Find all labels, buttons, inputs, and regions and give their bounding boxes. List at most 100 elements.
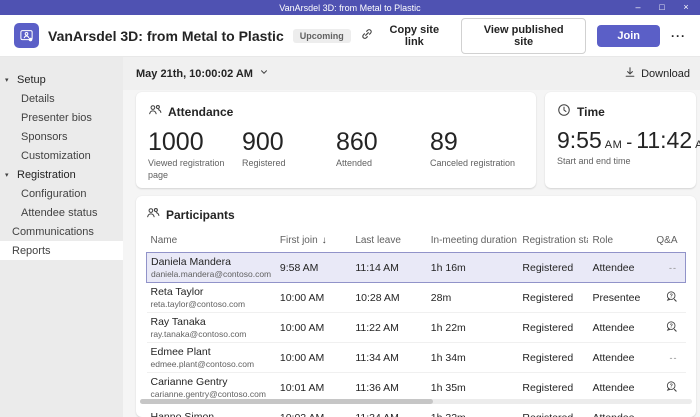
sidebar-nav: ▾ Setup Details Presenter bios Sponsors Custo… (0, 57, 123, 417)
copy-site-link-label: Copy site link (389, 23, 440, 48)
column-header-last-leave[interactable]: Last leave (351, 228, 426, 253)
sidebar-item-setup[interactable]: ▾ Setup (0, 70, 123, 89)
cell-registration-status: Registered (518, 282, 589, 313)
event-header: VanArsdel 3D: from Metal to Plastic Upco… (0, 15, 700, 57)
sidebar-item-label: Registration (17, 168, 76, 181)
window-controls: – □ × (626, 0, 698, 15)
participant-email: reta.taylor@contoso.com (150, 298, 246, 309)
more-options-button[interactable]: ··· (671, 28, 686, 43)
end-meridiem: AM (695, 139, 700, 151)
cell-duration: 28m (426, 282, 519, 313)
sidebar-item-label: Configuration (21, 187, 87, 200)
attendance-card: Attendance 1000 Viewed registration page 9… (136, 92, 536, 188)
stat-label: Canceled registration (430, 158, 516, 169)
time-caption: Start and end time (557, 156, 631, 166)
participant-email: edmee.plant@contoso.com (150, 358, 255, 369)
attendance-stat-canceled-registration: 89 Canceled registration (430, 129, 524, 182)
download-button[interactable]: Download (624, 66, 690, 81)
qna-empty: -- (669, 262, 677, 273)
table-row[interactable]: Edmee Plant edmee.plant@contoso.com 10:00 … (146, 342, 686, 373)
view-published-site-button[interactable]: View published site (460, 17, 587, 54)
sidebar-item-details[interactable]: Details (0, 89, 123, 108)
start-meridiem: AM (604, 139, 623, 151)
participant-name: Edmee Plant (150, 345, 211, 358)
stat-value: 89 (430, 128, 458, 156)
minimize-button[interactable]: – (635, 2, 641, 12)
participants-table-body: Daniela Mandera daniela.mandera@contoso.c… (145, 252, 686, 417)
cell-role: Attendee (588, 342, 648, 373)
sidebar-item-customization[interactable]: Customization (0, 146, 123, 165)
cell-last-leave: 11:22 AM (351, 312, 427, 343)
join-button[interactable]: Join (597, 24, 660, 47)
column-header-in-meeting-duration[interactable]: In-meeting duration (427, 228, 519, 253)
time-separator: - (626, 132, 633, 152)
cell-name: Hanno Simon (146, 402, 276, 417)
participant-name: Ray Tanaka (150, 315, 206, 328)
cell-qna: ? (647, 312, 686, 343)
qna-icon[interactable]: ? (665, 380, 678, 393)
column-header-q-a[interactable]: Q&A (648, 228, 686, 253)
sidebar-item-label: Attendee status (21, 206, 98, 219)
cell-role: Presentee (588, 282, 648, 313)
maximize-button[interactable]: □ (659, 2, 665, 12)
stat-value: 860 (336, 128, 378, 156)
horizontal-scrollbar-thumb[interactable] (140, 399, 433, 404)
cell-last-leave: 11:14 AM (351, 252, 427, 283)
copy-site-link-button[interactable]: Copy site link (360, 24, 450, 48)
window-titlebar: VanArsdel 3D: from Metal to Plastic – □ … (0, 0, 700, 15)
table-row[interactable]: Reta Taylor reta.taylor@contoso.com 10:00 … (146, 282, 686, 313)
cell-last-leave: 11:34 AM (351, 402, 427, 417)
sidebar-item-attendee-status[interactable]: Attendee status (0, 203, 123, 222)
cell-duration: 1h 16m (426, 252, 519, 283)
cell-first-join: 10:00 AM (275, 282, 352, 313)
cell-role: Attendee (588, 402, 648, 417)
cell-duration: 1h 34m (426, 342, 519, 373)
stat-label: Attended (336, 158, 373, 169)
event-title: VanArsdel 3D: from Metal to Plastic (48, 27, 284, 44)
sidebar-item-presenter-bios[interactable]: Presenter bios (0, 108, 123, 127)
participant-email: carianne.gentry@contoso.com (150, 388, 266, 399)
column-header-first-join[interactable]: First join ↓ (276, 228, 351, 253)
sidebar-item-configuration[interactable]: Configuration (0, 184, 123, 203)
qna-empty: -- (670, 413, 678, 417)
participants-card-title: Participants (166, 207, 235, 222)
participant-name: Daniela Mandera (151, 255, 231, 268)
sort-descending-icon: ↓ (321, 235, 327, 246)
cell-first-join: 10:00 AM (275, 342, 352, 373)
cell-first-join: 9:58 AM (275, 252, 352, 283)
qna-icon[interactable]: ? (665, 290, 678, 303)
clock-icon (557, 103, 571, 120)
start-time: 9:55 (557, 127, 602, 153)
column-label: Registration status (522, 235, 588, 246)
close-button[interactable]: × (683, 2, 689, 12)
svg-text:?: ? (669, 383, 672, 389)
column-label: In-meeting duration (430, 235, 517, 246)
svg-text:?: ? (669, 323, 672, 329)
column-header-registration-status[interactable]: Registration status (518, 228, 588, 253)
sidebar-item-registration[interactable]: ▾ Registration (0, 165, 123, 184)
sidebar-item-communications[interactable]: Communications (0, 222, 123, 241)
cell-qna: -- (647, 342, 686, 373)
column-header-name[interactable]: Name (147, 228, 276, 253)
horizontal-scrollbar-track[interactable] (140, 399, 692, 404)
report-content: Attendance 1000 Viewed registration page 9… (123, 90, 700, 417)
main-area: May 21th, 10:00:02 AM Download (123, 57, 700, 417)
participant-email: daniela.mandera@contoso.com (151, 268, 272, 279)
table-row[interactable]: Carianne Gentry carianne.gentry@contoso.c… (146, 372, 686, 403)
table-row[interactable]: Ray Tanaka ray.tanaka@contoso.com 10:00 AM… (146, 312, 686, 343)
sidebar-item-reports[interactable]: Reports (0, 241, 123, 260)
cell-first-join: 10:02 AM (275, 402, 352, 417)
participants-header-row: Name First join ↓ Last leave In-meeting dura… (147, 228, 686, 253)
sidebar-item-sponsors[interactable]: Sponsors (0, 127, 123, 146)
webinar-logo-icon (14, 23, 39, 48)
qna-icon[interactable]: ? (665, 320, 678, 333)
cell-registration-status: Registered (518, 372, 589, 403)
column-header-role[interactable]: Role (588, 228, 647, 253)
table-row[interactable]: Daniela Mandera daniela.mandera@contoso.c… (145, 252, 686, 283)
cell-name: Reta Taylor reta.taylor@contoso.com (146, 282, 276, 313)
session-date-selector[interactable]: May 21th, 10:00:02 AM (136, 67, 269, 80)
attendance-stat-viewed-registration-page: 1000 Viewed registration page (148, 129, 242, 182)
cell-role: Attendee (588, 252, 648, 283)
